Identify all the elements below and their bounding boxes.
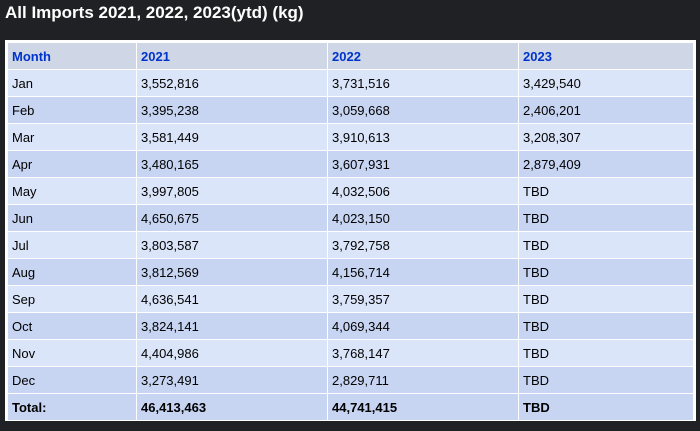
header-cell-2023: 2023 (519, 43, 693, 69)
value-2021-cell: 4,636,541 (137, 286, 327, 312)
month-cell: Jul (8, 232, 136, 258)
value-2023-cell: TBD (519, 367, 693, 393)
value-2022-cell: 3,792,758 (328, 232, 518, 258)
month-cell: Feb (8, 97, 136, 123)
header-cell-2022: 2022 (328, 43, 518, 69)
header-cell-month: Month (8, 43, 136, 69)
value-2023-cell: TBD (519, 340, 693, 366)
table-footer: Total: 46,413,463 44,741,415 TBD (8, 394, 693, 420)
month-cell: Sep (8, 286, 136, 312)
month-cell: Mar (8, 124, 136, 150)
value-2023-cell: 2,879,409 (519, 151, 693, 177)
value-2023-cell: TBD (519, 313, 693, 339)
value-2021-cell: 4,404,986 (137, 340, 327, 366)
value-2021-cell: 4,650,675 (137, 205, 327, 231)
table-row: Oct 3,824,141 4,069,344 TBD (8, 313, 693, 339)
value-2021-cell: 3,803,587 (137, 232, 327, 258)
table-row: Jul 3,803,587 3,792,758 TBD (8, 232, 693, 258)
totals-row: Total: 46,413,463 44,741,415 TBD (8, 394, 693, 420)
value-2022-cell: 3,768,147 (328, 340, 518, 366)
header-cell-2021: 2021 (137, 43, 327, 69)
table-row: Dec 3,273,491 2,829,711 TBD (8, 367, 693, 393)
value-2023-cell: TBD (519, 205, 693, 231)
table-body: Jan 3,552,816 3,731,516 3,429,540 Feb 3,395,2… (8, 70, 693, 393)
value-2022-cell: 3,607,931 (328, 151, 518, 177)
value-2022-cell: 3,910,613 (328, 124, 518, 150)
table-row: Nov 4,404,986 3,768,147 TBD (8, 340, 693, 366)
table-row: Apr 3,480,165 3,607,931 2,879,409 (8, 151, 693, 177)
imports-table-container: Month 2021 2022 2023 Jan 3,552,816 3,731,5… (5, 40, 696, 421)
value-2021-cell: 3,824,141 (137, 313, 327, 339)
value-2022-cell: 4,023,150 (328, 205, 518, 231)
month-cell: May (8, 178, 136, 204)
table-row: Feb 3,395,238 3,059,668 2,406,201 (8, 97, 693, 123)
value-2021-cell: 3,997,805 (137, 178, 327, 204)
value-2023-cell: 3,429,540 (519, 70, 693, 96)
value-2023-cell: TBD (519, 286, 693, 312)
value-2022-cell: 4,156,714 (328, 259, 518, 285)
month-cell: Jan (8, 70, 136, 96)
value-2021-cell: 3,273,491 (137, 367, 327, 393)
value-2021-cell: 3,552,816 (137, 70, 327, 96)
value-2022-cell: 4,032,506 (328, 178, 518, 204)
month-cell: Aug (8, 259, 136, 285)
value-2022-cell: 3,059,668 (328, 97, 518, 123)
value-2022-cell: 2,829,711 (328, 367, 518, 393)
month-cell: Nov (8, 340, 136, 366)
table-row: Jan 3,552,816 3,731,516 3,429,540 (8, 70, 693, 96)
value-2023-cell: TBD (519, 232, 693, 258)
value-2021-cell: 3,581,449 (137, 124, 327, 150)
value-2023-cell: TBD (519, 178, 693, 204)
header-row: Month 2021 2022 2023 (8, 43, 693, 69)
value-2023-cell: TBD (519, 259, 693, 285)
value-2021-cell: 3,812,569 (137, 259, 327, 285)
table-header: Month 2021 2022 2023 (8, 43, 693, 69)
table-row: Aug 3,812,569 4,156,714 TBD (8, 259, 693, 285)
month-cell: Jun (8, 205, 136, 231)
imports-table: Month 2021 2022 2023 Jan 3,552,816 3,731,5… (7, 42, 694, 421)
value-2021-cell: 3,480,165 (137, 151, 327, 177)
table-row: Jun 4,650,675 4,023,150 TBD (8, 205, 693, 231)
table-row: May 3,997,805 4,032,506 TBD (8, 178, 693, 204)
totals-2021: 46,413,463 (137, 394, 327, 420)
totals-2022: 44,741,415 (328, 394, 518, 420)
table-row: Mar 3,581,449 3,910,613 3,208,307 (8, 124, 693, 150)
value-2022-cell: 4,069,344 (328, 313, 518, 339)
month-cell: Oct (8, 313, 136, 339)
value-2022-cell: 3,731,516 (328, 70, 518, 96)
value-2021-cell: 3,395,238 (137, 97, 327, 123)
table-row: Sep 4,636,541 3,759,357 TBD (8, 286, 693, 312)
month-cell: Apr (8, 151, 136, 177)
value-2022-cell: 3,759,357 (328, 286, 518, 312)
value-2023-cell: 3,208,307 (519, 124, 693, 150)
totals-label: Total: (8, 394, 136, 420)
value-2023-cell: 2,406,201 (519, 97, 693, 123)
totals-2023: TBD (519, 394, 693, 420)
page-title: All Imports 2021, 2022, 2023(ytd) (kg) (5, 3, 304, 22)
month-cell: Dec (8, 367, 136, 393)
